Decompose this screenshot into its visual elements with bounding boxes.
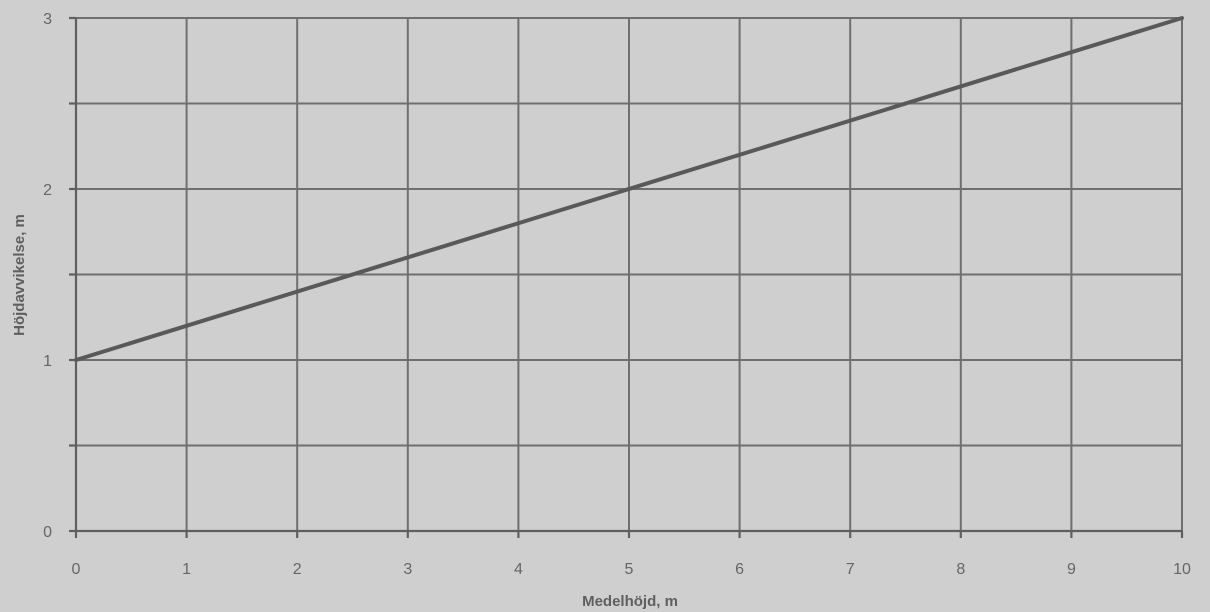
y-tick-label-3: 3: [43, 11, 52, 28]
y-tick-label-2: 2: [43, 182, 52, 199]
x-tick-label-2: 2: [293, 561, 302, 578]
x-tick-label-5: 5: [625, 561, 634, 578]
series-layer: [74, 16, 1184, 362]
x-tick-label-8: 8: [956, 561, 965, 578]
x-tick-label-4: 4: [514, 561, 523, 578]
y-tick-label-1: 1: [43, 353, 52, 370]
series-line-0: [74, 16, 1184, 362]
y-axis-title: Höjdavvikelse, m: [11, 214, 28, 336]
tick-labels: 0 1 2 3 4 5 6 7 8 9 10 0 1 2 3: [43, 11, 1191, 578]
x-tick-label-7: 7: [846, 561, 855, 578]
x-tick-label-10: 10: [1173, 561, 1191, 578]
x-tick-label-1: 1: [182, 561, 191, 578]
x-tick-label-9: 9: [1067, 561, 1076, 578]
y-tick-label-0: 0: [43, 524, 52, 541]
x-axis-title: Medelhöjd, m: [582, 593, 678, 610]
x-tick-label-0: 0: [72, 561, 81, 578]
axes: [69, 16, 1184, 538]
x-tick-label-3: 3: [403, 561, 412, 578]
x-tick-label-6: 6: [735, 561, 744, 578]
